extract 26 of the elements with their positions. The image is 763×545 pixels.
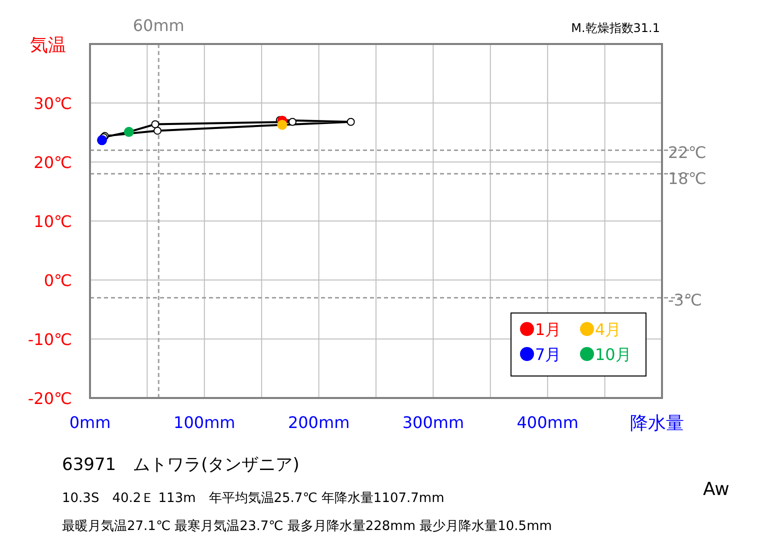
x-tick-label: 200mm (288, 413, 350, 432)
y-tick-label: 30℃ (34, 94, 72, 113)
text: Aw (703, 479, 730, 500)
legend-label: 7月 (535, 345, 562, 364)
x-axis-title: 降水量 (630, 413, 684, 434)
y-tick-label: -20℃ (28, 389, 72, 408)
x-tick-label: 300mm (402, 413, 464, 432)
legend-label: 4月 (595, 320, 622, 339)
text: 最暖月気温27.1℃ 最寒月気温23.7℃ 最多月降水量228mm 最少月降水量10.5mm (62, 518, 552, 534)
x-tick-label: 400mm (516, 413, 578, 432)
legend-label: 10月 (595, 345, 632, 364)
y-tick-label: 0℃ (44, 271, 72, 290)
x-tick-label: 0mm (69, 413, 111, 432)
x-tick-label: 100mm (174, 413, 236, 432)
legend-label: 1月 (535, 320, 562, 339)
text: M.乾燥指数31.1 (571, 21, 660, 35)
y-axis-title: 気温 (30, 35, 66, 56)
text: 10.3S 40.2Ｅ 113m 年平均気温25.7℃ 年降水量1107.7mm (62, 491, 444, 506)
ref-line-label: 18℃ (668, 168, 706, 188)
y-tick-label: 20℃ (34, 153, 72, 172)
text: 63971 ムトワラ(タンザニア) (62, 455, 300, 475)
ref-line-label: 60mm (132, 16, 184, 35)
y-tick-label: -10℃ (28, 330, 72, 349)
ref-line-label: -3℃ (668, 290, 702, 310)
y-tick-label: 10℃ (34, 212, 72, 231)
ref-line-label: 22℃ (668, 143, 706, 162)
